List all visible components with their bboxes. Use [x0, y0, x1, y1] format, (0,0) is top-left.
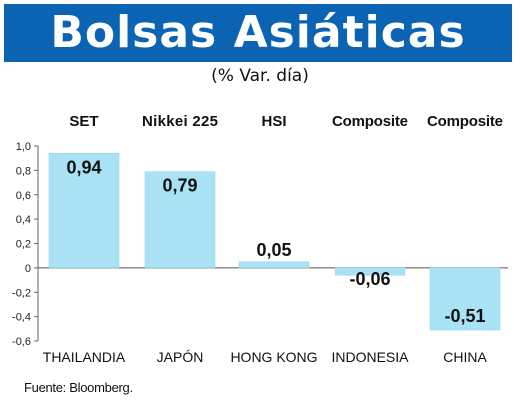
y-tick-label: -0,2 [12, 287, 31, 299]
index-name-label: Composite [427, 113, 503, 130]
y-tick-label: 0,4 [16, 214, 31, 226]
bar-thailandia [48, 153, 120, 269]
bar-japón [144, 171, 216, 269]
y-tick-label: -0,4 [12, 312, 31, 324]
chart-subtitle: (% Var. día) [211, 66, 309, 86]
value-label: 0,79 [162, 176, 197, 196]
title-banner: Bolsas Asiáticas [4, 4, 512, 62]
y-tick-label: 0 [25, 263, 31, 275]
value-label: 0,05 [256, 240, 291, 260]
y-tick-label: 0,2 [16, 239, 31, 251]
x-category-label: THAILANDIA [43, 349, 126, 365]
y-tick-label: -0,6 [12, 336, 31, 348]
bar-hong-kong [238, 261, 310, 269]
index-name-label: Composite [332, 113, 408, 130]
bar-indonesia [334, 267, 406, 276]
bar-china [429, 267, 501, 331]
x-category-label: JAPÓN [157, 349, 204, 365]
y-tick-label: 0,6 [16, 190, 31, 202]
value-label: -0,51 [444, 306, 485, 326]
x-category-label: HONG KONG [230, 349, 317, 365]
index-name-label: HSI [261, 113, 286, 130]
index-name-label: SET [69, 113, 98, 130]
value-label: -0,06 [349, 269, 390, 289]
chart-title: Bolsas Asiáticas [50, 7, 466, 58]
x-category-label: CHINA [443, 349, 487, 365]
source-note: Fuente: Bloomberg. [24, 380, 133, 395]
x-category-label: INDONESIA [331, 349, 409, 365]
value-label: 0,94 [66, 157, 101, 177]
y-tick-label: 1,0 [16, 141, 31, 153]
index-name-label: Nikkei 225 [142, 113, 218, 130]
y-tick-label: 0,8 [16, 165, 31, 177]
